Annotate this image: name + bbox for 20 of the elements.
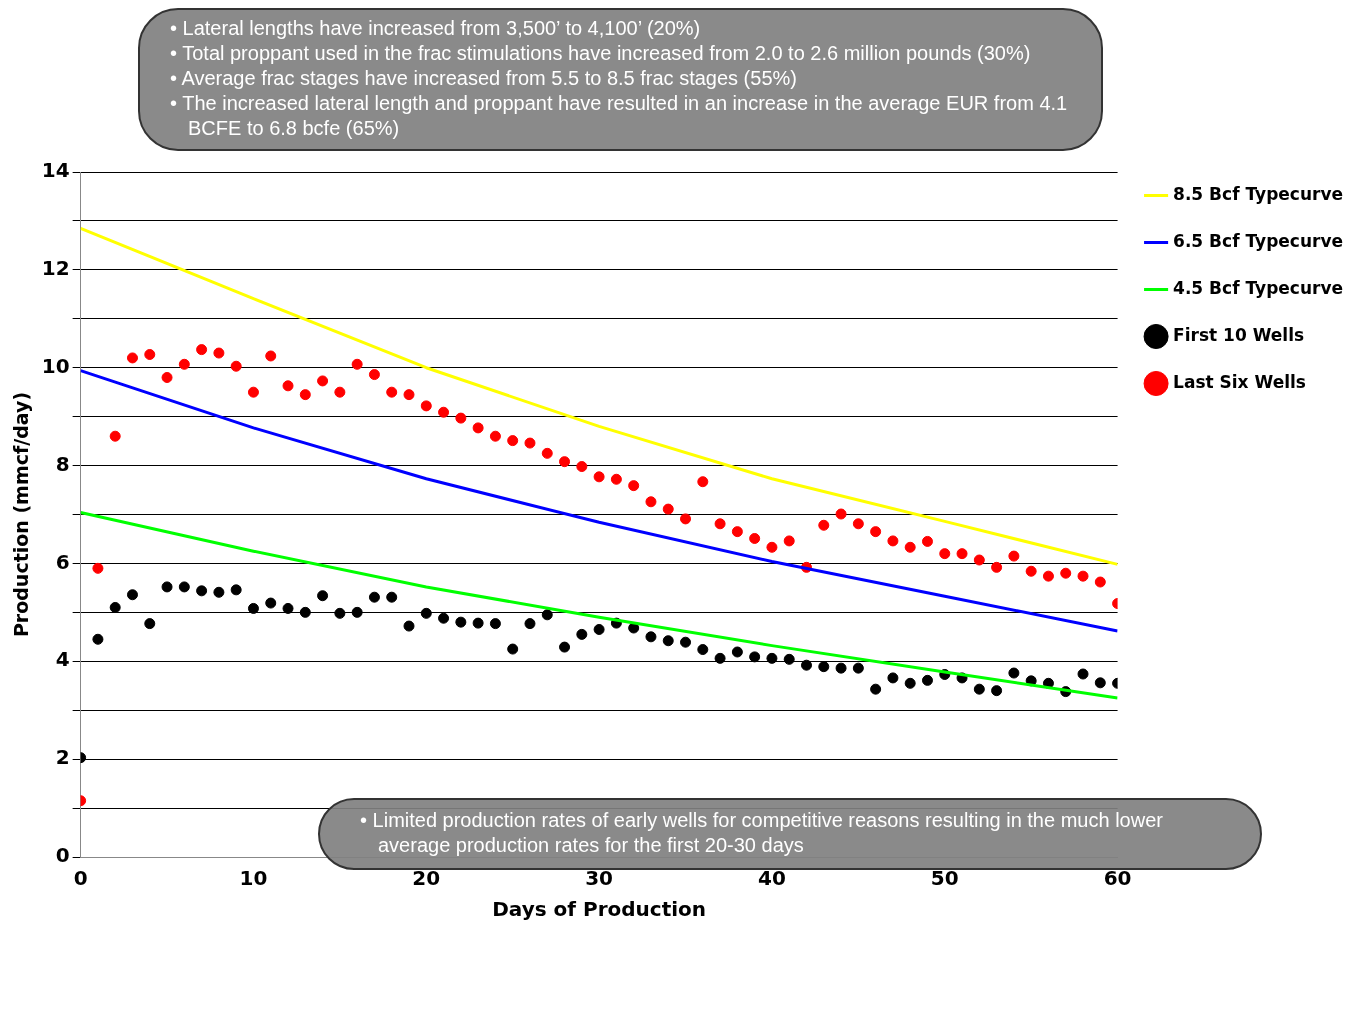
- y-tick-label: 10: [41, 353, 70, 378]
- y-tick-label: 2: [55, 745, 70, 770]
- legend-label: 6.5 Bcf Typecurve: [1173, 230, 1343, 251]
- speech-bubble: • Lateral lengths have increased from 3,500’ to 4,100’ (20%) • Total proppant used in the frac stimulations have increased from 2.0 to 2.6 million pounds (30%) • Average frac stages have increased from 5.5 to 8.5 frac stages (55%) • The increased lateral length and proppant have resulted in an increase in the average EUR from 4.1 BCFE to 6.8 bcfe (65%): [138, 8, 1103, 151]
- x-tick-label: 0: [73, 866, 88, 891]
- y-tick-label: 0: [55, 843, 70, 868]
- y-tick-label: 14: [41, 158, 70, 183]
- y-tick-label: 8: [55, 451, 70, 476]
- annotation: • Limited production rates of early wells for competitive reasons resulting in the much lower average production rates for the first 20-30 days: [360, 808, 1164, 858]
- speech-bubble: • Limited production rates of early wells for competitive reasons resulting in the much lower average production rates for the first 20-30 days: [318, 798, 1262, 870]
- legend-label: Last Six Wells: [1173, 371, 1306, 392]
- x-tick-label: 10: [239, 866, 268, 891]
- y-tick-label: 4: [55, 647, 70, 672]
- legend-label: 8.5 Bcf Typecurve: [1173, 183, 1343, 204]
- legend-label: First 10 Wells: [1173, 324, 1305, 345]
- y-tick-label: 12: [41, 256, 70, 281]
- legend-label: 4.5 Bcf Typecurve: [1173, 277, 1343, 298]
- y-tick-label: 6: [55, 549, 70, 574]
- x-axis-title: Days of Production: [492, 897, 707, 922]
- y-axis-title: Production (mmcf/day): [10, 391, 33, 638]
